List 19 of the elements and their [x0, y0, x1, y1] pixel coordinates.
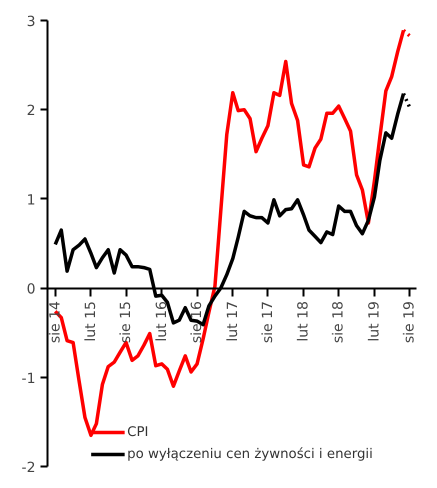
x-tick-label: sie 18	[330, 301, 347, 344]
y-tick-label: 3	[26, 14, 36, 30]
legend-label: CPI	[127, 424, 148, 440]
x-tick-label: sie 15	[118, 301, 134, 344]
y-tick-label: 0	[26, 282, 36, 298]
x-tick-label: sie 17	[260, 301, 276, 344]
y-tick-label: 1	[26, 192, 36, 208]
x-tick-label: lut 17	[224, 301, 241, 342]
y-tick-label: -2	[22, 460, 36, 476]
x-tick-label: sie 14	[47, 301, 64, 344]
y-tick-label: -1	[22, 370, 36, 387]
x-tick-label: sie 19	[402, 301, 418, 344]
x-tick-label: lut 19	[366, 301, 382, 342]
x-tick-label: lut 16	[154, 301, 170, 342]
x-tick-label: sie 16	[189, 301, 206, 344]
x-tick-label: lut 15	[82, 301, 99, 342]
x-tick-label: lut 18	[296, 301, 312, 342]
y-tick-label: 2	[26, 103, 36, 120]
legend-label: po wyłączeniu cen żywności i energii	[127, 446, 373, 462]
